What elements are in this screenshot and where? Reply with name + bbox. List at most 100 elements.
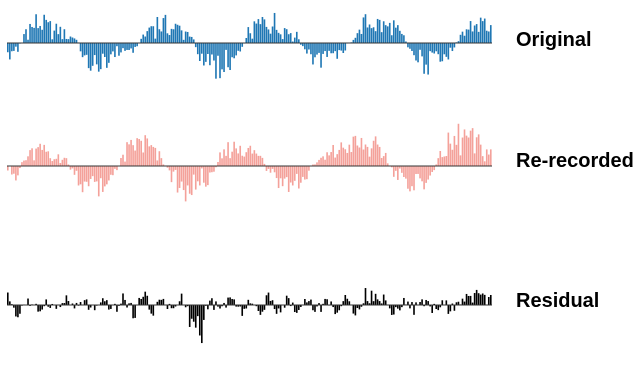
waveform-bar (401, 166, 403, 173)
waveform-bar (156, 301, 159, 305)
waveform-bar (421, 299, 423, 305)
waveform-bar (376, 144, 379, 166)
waveform-bar (423, 43, 425, 74)
waveform-bar (59, 26, 62, 43)
waveform-bar (97, 166, 100, 197)
waveform-bar (289, 33, 292, 43)
waveform-bar (481, 293, 484, 305)
waveform-bar (447, 132, 450, 166)
waveform-bar (302, 166, 304, 177)
waveform-bar (7, 166, 9, 171)
waveform-bar (239, 43, 242, 52)
waveform-bar (451, 303, 454, 305)
waveform-bar (134, 150, 136, 166)
waveform-bar (190, 305, 193, 319)
waveform-bar (407, 43, 409, 48)
waveform-bar (93, 305, 96, 311)
waveform-bar (378, 301, 381, 305)
waveform-bar (104, 43, 106, 58)
waveform-bar (152, 146, 155, 166)
waveform-bar (166, 33, 169, 43)
waveform-bar (423, 305, 425, 307)
waveform-bar (326, 152, 328, 166)
waveform-bar (370, 290, 373, 305)
waveform-bar (198, 305, 201, 336)
waveform-bar (203, 43, 205, 66)
waveform-bar (261, 157, 264, 166)
waveform-bar (13, 166, 15, 174)
waveform-bar (247, 299, 250, 305)
waveform-bar (245, 37, 248, 43)
waveform-bar (217, 43, 219, 56)
waveform-bar (176, 24, 179, 43)
waveform-bar (435, 164, 438, 166)
waveform-bar (247, 147, 250, 166)
waveform-bar (162, 298, 165, 305)
waveform-bar (130, 139, 132, 166)
waveform-bar (23, 34, 25, 43)
waveform-bar (382, 156, 385, 166)
waveform-bar (300, 305, 302, 307)
waveform-bar (360, 33, 363, 43)
waveform-bar (61, 39, 64, 43)
waveform-bar (362, 149, 365, 166)
waveform-bar (273, 166, 276, 173)
waveform-bar (316, 43, 318, 55)
waveform-bar (160, 299, 163, 305)
waveform-bar (409, 43, 411, 49)
waveform-bar (45, 151, 48, 166)
waveform-bar (318, 303, 320, 305)
waveform-bar (459, 34, 462, 43)
waveform-bar (483, 294, 486, 305)
waveform-bar (397, 166, 399, 180)
waveform-bar (384, 25, 387, 43)
waveform-bar (128, 43, 130, 50)
original-waveform-panel (7, 12, 492, 79)
waveform-bar (188, 305, 191, 327)
waveform-bar (190, 166, 193, 196)
waveform-bar (251, 38, 254, 43)
waveform-bar (366, 146, 369, 166)
waveform-bar (164, 14, 167, 44)
waveform-bar (285, 29, 288, 43)
waveform-bar (415, 166, 417, 175)
waveform-bar (205, 166, 207, 187)
waveform-bar (255, 153, 258, 166)
waveform-bar (47, 22, 50, 43)
waveform-bar (346, 152, 349, 166)
waveform-bar (471, 128, 474, 166)
waveform-bar (148, 305, 151, 310)
waveform-bar (407, 166, 409, 189)
waveform-bar (457, 123, 460, 166)
waveform-bar (469, 295, 472, 305)
waveform-bar (463, 35, 466, 43)
waveform-bar (213, 43, 215, 61)
waveform-bar (374, 31, 377, 43)
waveform-bar (120, 43, 122, 53)
waveform-bar (489, 25, 492, 43)
waveform-bar (237, 43, 239, 51)
waveform-bar (340, 305, 343, 307)
waveform-bar (295, 166, 298, 174)
waveform-bar (419, 43, 421, 50)
waveform-bar (429, 305, 431, 307)
waveform-bar (59, 305, 62, 308)
waveform-bar (457, 41, 460, 43)
waveform-bar (106, 300, 108, 305)
waveform-bar (180, 293, 183, 305)
waveform-bar (324, 159, 326, 166)
waveform-bar (291, 166, 294, 186)
waveform-bar (7, 43, 9, 53)
waveform-bar (65, 158, 68, 166)
waveform-bar (411, 302, 413, 305)
waveform-bar (196, 43, 199, 55)
waveform-bar (469, 21, 472, 43)
waveform-bar (101, 298, 104, 305)
waveform-bar (354, 305, 357, 316)
waveform-bar (378, 19, 381, 43)
waveform-bar (101, 43, 104, 54)
waveform-bar (451, 149, 454, 166)
waveform-bar (43, 144, 45, 166)
waveform-bar (310, 299, 312, 305)
waveform-bar (475, 289, 478, 305)
